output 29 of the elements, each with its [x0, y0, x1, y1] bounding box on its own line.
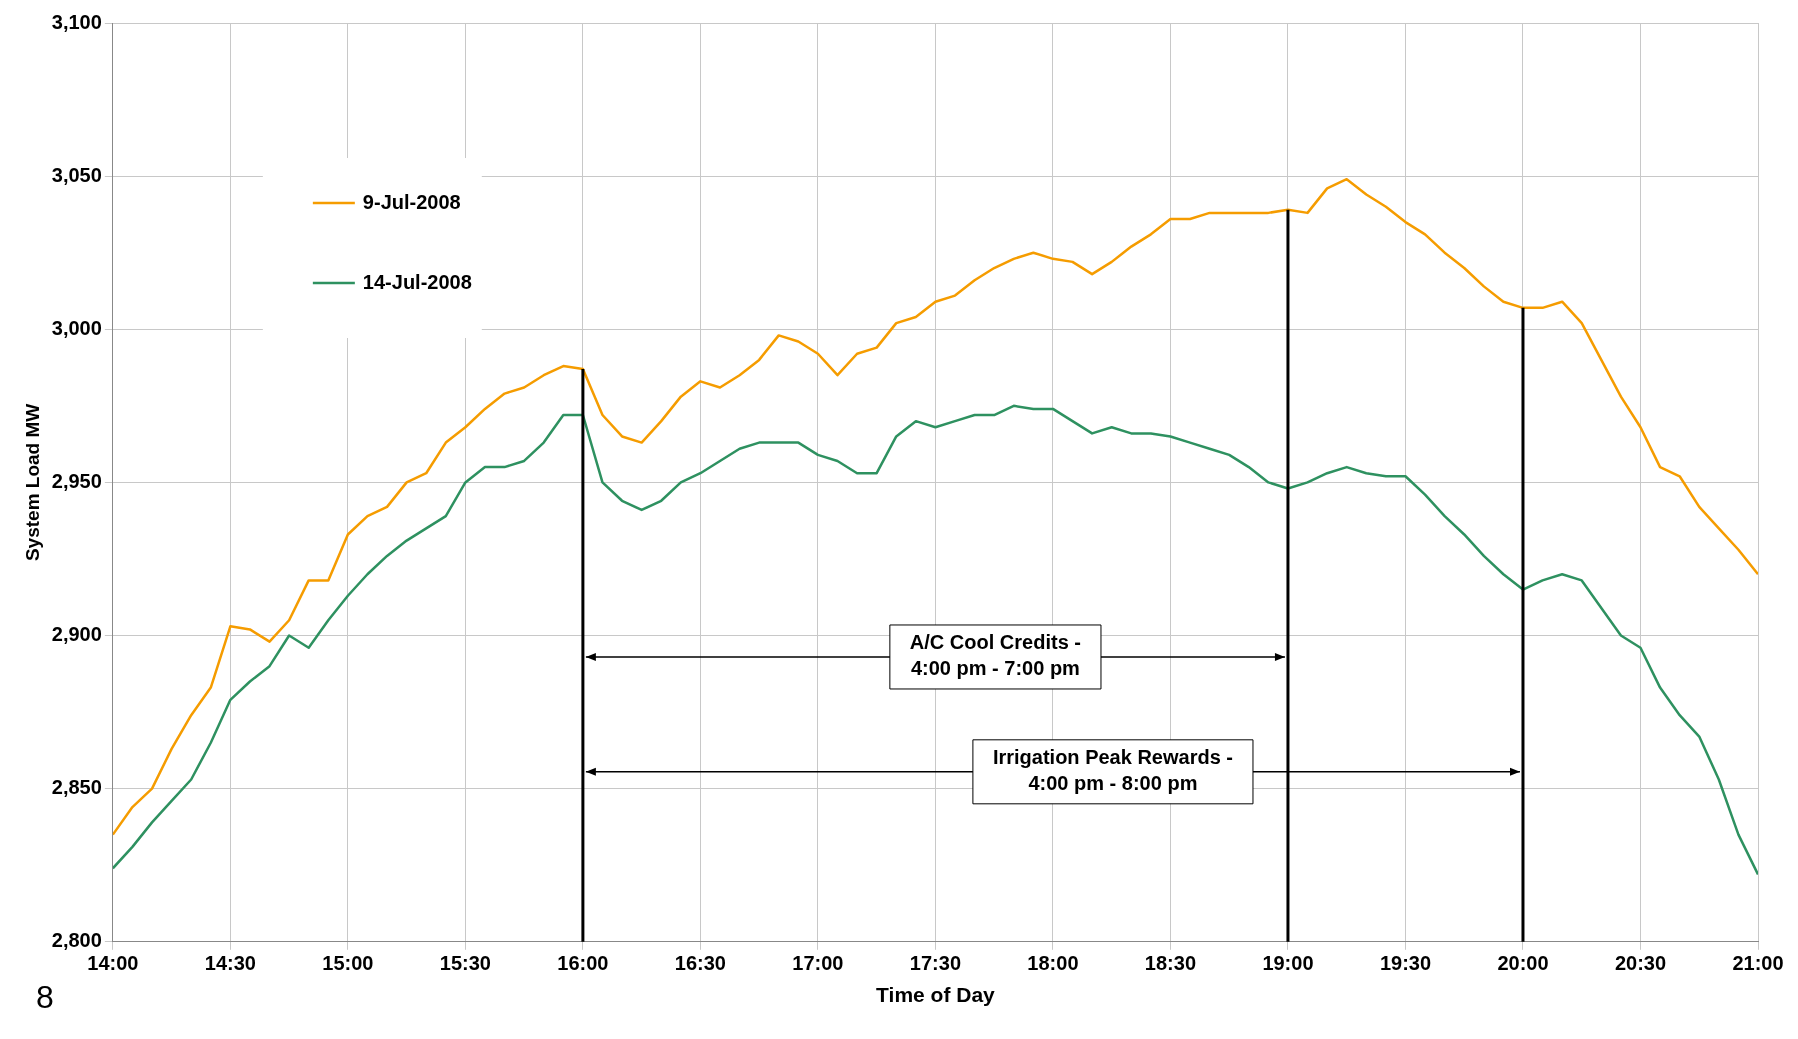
x-tick-label: 16:00	[557, 952, 609, 975]
y-tick-label: 3,050	[51, 163, 102, 186]
y-axis-title: System Load MW	[21, 403, 43, 562]
y-tick-label: 2,800	[51, 929, 102, 952]
x-tick-label: 15:00	[322, 952, 374, 975]
y-tick-label: 3,100	[51, 10, 102, 33]
x-tick-label: 18:30	[1144, 952, 1197, 975]
text: 8	[36, 978, 54, 1015]
x-tick-label: 15:30	[439, 952, 491, 975]
x-tick-label: 20:00	[1497, 952, 1549, 975]
x-tick-label: 20:30	[1614, 952, 1667, 975]
legend-label: 9-Jul-2008	[362, 190, 461, 213]
annotation: Irrigation Peak Rewards - 4:00 pm - 8:00 pm	[992, 746, 1233, 795]
x-tick-label: 14:30	[204, 952, 256, 975]
y-tick-label: 2,950	[51, 469, 102, 492]
x-tick-label: 17:00	[792, 952, 844, 975]
x-tick-label: 19:30	[1379, 952, 1432, 975]
x-tick-label: 19:00	[1262, 952, 1314, 975]
y-tick-label: 2,900	[51, 623, 102, 646]
x-tick-label: 21:00	[1732, 952, 1784, 975]
legend-label: 14-Jul-2008	[362, 270, 472, 293]
x-tick-label: 17:30	[909, 952, 961, 975]
x-tick-label: 18:00	[1027, 952, 1079, 975]
x-axis-title: Time of Day	[876, 983, 996, 1007]
y-tick-label: 3,000	[51, 316, 102, 339]
x-tick-label: 14:00	[87, 952, 139, 975]
annotation: A/C Cool Credits - 4:00 pm - 7:00 pm	[909, 631, 1081, 680]
x-tick-label: 16:30	[674, 952, 726, 975]
y-tick-label: 2,850	[51, 776, 102, 799]
